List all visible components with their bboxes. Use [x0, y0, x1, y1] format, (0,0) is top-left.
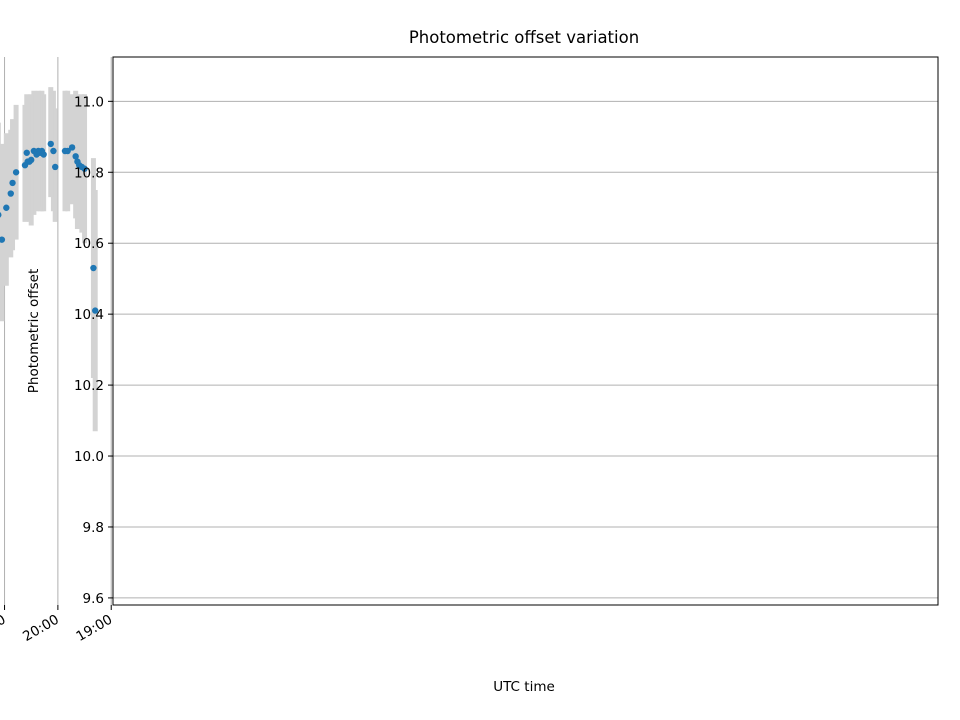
data-point — [21, 161, 29, 169]
x-axis-label: UTC time — [493, 679, 555, 695]
data-point — [0, 236, 6, 243]
data-point — [23, 149, 30, 156]
data-point — [47, 140, 54, 148]
y-tick-label: 9.6 — [83, 591, 104, 607]
y-tick-label: 11.0 — [74, 94, 104, 110]
data-point — [30, 147, 38, 155]
y-axis: 9.6 9.8 10.0 10.2 10.4 10.6 10.8 11.0 — [74, 94, 113, 607]
data-point — [50, 147, 57, 155]
data-point — [12, 169, 20, 176]
data-point — [68, 144, 76, 151]
data-point — [9, 179, 16, 187]
y-tick-label: 10.6 — [74, 236, 104, 252]
y-tick-label: 10.4 — [74, 307, 104, 323]
horizontal-gridlines — [113, 100, 938, 599]
data-point — [92, 307, 99, 314]
y-axis-label: Photometric offset — [26, 269, 42, 393]
data-point — [52, 163, 59, 171]
y-tick-label: 10.2 — [74, 378, 104, 394]
data-point — [3, 204, 10, 211]
data-point — [72, 153, 79, 160]
y-tick-label: 10.0 — [74, 449, 104, 465]
data-point — [0, 212, 2, 218]
data-point — [61, 147, 69, 155]
chart-title: Photometric offset variation — [409, 28, 639, 47]
plot-frame — [112, 56, 939, 606]
data-points — [0, 140, 99, 314]
y-tick-label: 10.8 — [74, 165, 104, 181]
data-point — [74, 158, 81, 165]
data-point — [7, 190, 14, 197]
data-point — [90, 264, 97, 272]
y-tick-label: 9.8 — [83, 520, 104, 536]
